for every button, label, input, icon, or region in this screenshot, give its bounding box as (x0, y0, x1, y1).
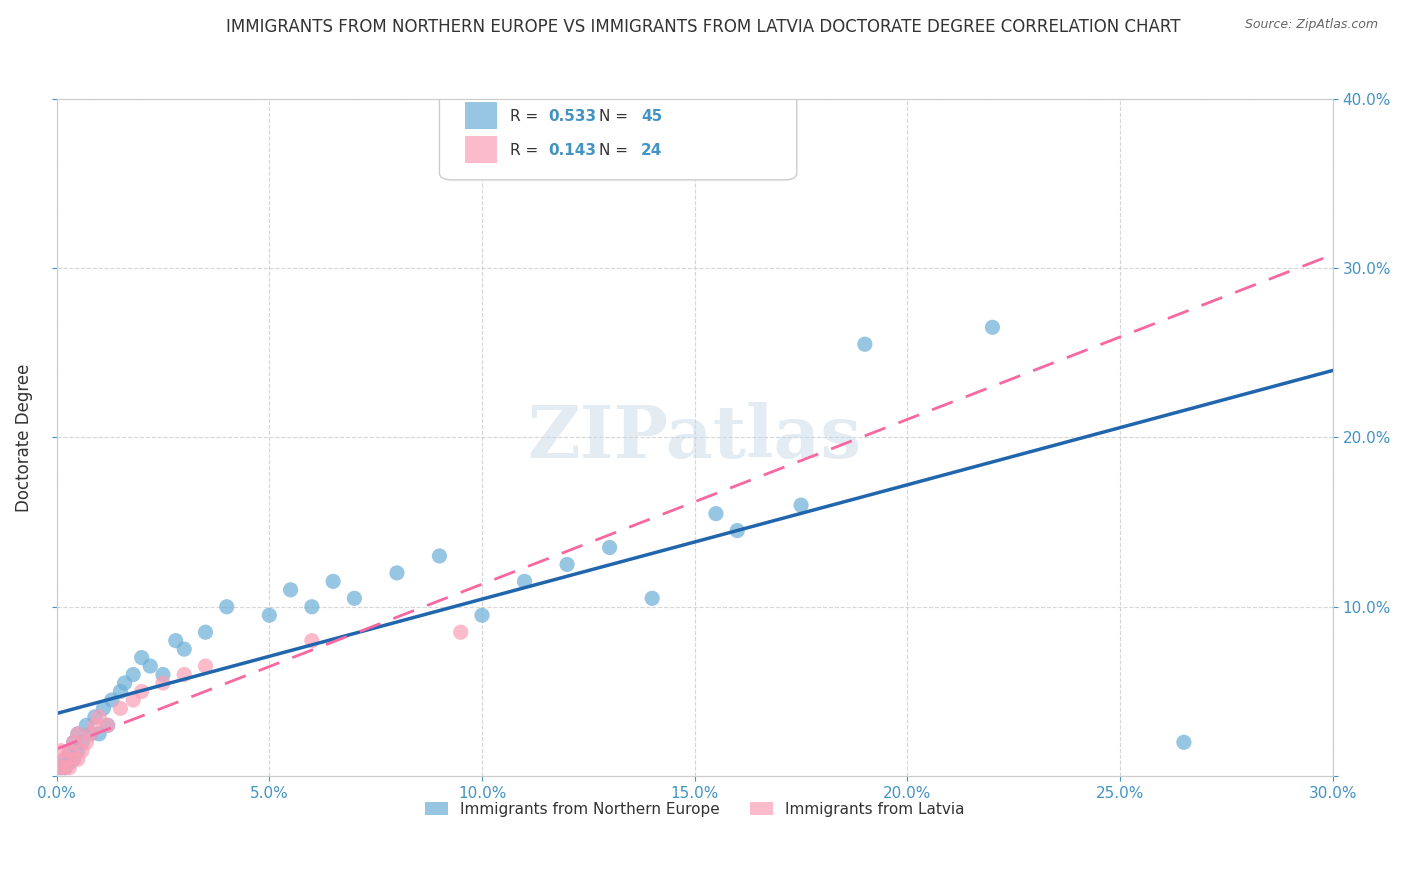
Text: IMMIGRANTS FROM NORTHERN EUROPE VS IMMIGRANTS FROM LATVIA DOCTORATE DEGREE CORRE: IMMIGRANTS FROM NORTHERN EUROPE VS IMMIG… (226, 18, 1180, 36)
Immigrants from Northern Europe (1173, 735, 1195, 749)
Legend: Immigrants from Northern Europe, Immigrants from Latvia: Immigrants from Northern Europe, Immigra… (419, 796, 972, 822)
Immigrants from Northern Europe (641, 591, 664, 606)
Immigrants from Northern Europe (280, 582, 302, 597)
Immigrants from Northern Europe (53, 761, 76, 775)
Immigrants from Northern Europe (131, 650, 153, 665)
Immigrants from Latvia (79, 727, 101, 741)
Immigrants from Northern Europe (66, 744, 89, 758)
Immigrants from Northern Europe (385, 566, 408, 580)
Bar (465, 102, 496, 129)
Text: 45: 45 (641, 110, 662, 124)
Immigrants from Northern Europe (75, 718, 97, 732)
Text: 0.143: 0.143 (548, 144, 596, 158)
Immigrants from Latvia (131, 684, 153, 698)
Immigrants from Latvia (152, 676, 174, 690)
Immigrants from Northern Europe (725, 524, 748, 538)
Immigrants from Latvia (66, 752, 89, 766)
Immigrants from Latvia (66, 727, 89, 741)
Immigrants from Northern Europe (114, 676, 136, 690)
Immigrants from Northern Europe (139, 659, 162, 673)
Immigrants from Latvia (450, 625, 472, 640)
Immigrants from Latvia (62, 735, 84, 749)
Immigrants from Northern Europe (322, 574, 344, 589)
Text: Source: ZipAtlas.com: Source: ZipAtlas.com (1244, 18, 1378, 31)
Immigrants from Northern Europe (429, 549, 451, 563)
Immigrants from Northern Europe (122, 667, 145, 681)
Immigrants from Northern Europe (97, 718, 120, 732)
Text: N =: N = (599, 110, 633, 124)
Immigrants from Northern Europe (79, 727, 101, 741)
Immigrants from Northern Europe (853, 337, 876, 351)
Immigrants from Northern Europe (58, 756, 80, 770)
Immigrants from Northern Europe (93, 701, 115, 715)
Immigrants from Northern Europe (599, 541, 621, 555)
Immigrants from Latvia (75, 735, 97, 749)
Immigrants from Northern Europe (110, 684, 132, 698)
Immigrants from Northern Europe (194, 625, 217, 640)
Immigrants from Northern Europe (83, 710, 105, 724)
Immigrants from Northern Europe (49, 761, 72, 775)
Text: ZIPatlas: ZIPatlas (527, 402, 862, 473)
Immigrants from Northern Europe (513, 574, 536, 589)
Immigrants from Northern Europe (70, 735, 93, 749)
Immigrants from Northern Europe (53, 752, 76, 766)
Text: R =: R = (509, 110, 543, 124)
Immigrants from Latvia (97, 718, 120, 732)
Immigrants from Northern Europe (89, 727, 111, 741)
Immigrants from Northern Europe (259, 608, 281, 623)
Text: 0.533: 0.533 (548, 110, 596, 124)
Text: R =: R = (509, 144, 543, 158)
Immigrants from Northern Europe (471, 608, 494, 623)
Immigrants from Latvia (49, 761, 72, 775)
Immigrants from Latvia (194, 659, 217, 673)
Immigrants from Northern Europe (62, 752, 84, 766)
Immigrants from Latvia (301, 633, 323, 648)
Immigrants from Latvia (49, 744, 72, 758)
Immigrants from Northern Europe (58, 744, 80, 758)
Immigrants from Latvia (89, 710, 111, 724)
Y-axis label: Doctorate Degree: Doctorate Degree (15, 363, 32, 512)
FancyBboxPatch shape (440, 85, 797, 180)
Immigrants from Northern Europe (165, 633, 187, 648)
Immigrants from Latvia (122, 693, 145, 707)
Immigrants from Northern Europe (981, 320, 1004, 334)
Immigrants from Northern Europe (62, 735, 84, 749)
Text: 24: 24 (641, 144, 662, 158)
Immigrants from Northern Europe (101, 693, 124, 707)
Immigrants from Latvia (62, 752, 84, 766)
Immigrants from Latvia (110, 701, 132, 715)
Immigrants from Northern Europe (343, 591, 366, 606)
Immigrants from Latvia (173, 667, 195, 681)
Immigrants from Latvia (70, 744, 93, 758)
Immigrants from Northern Europe (704, 507, 727, 521)
Immigrants from Latvia (58, 744, 80, 758)
Immigrants from Northern Europe (301, 599, 323, 614)
Immigrants from Northern Europe (790, 498, 813, 512)
Bar (465, 136, 496, 163)
Immigrants from Latvia (53, 761, 76, 775)
Immigrants from Northern Europe (555, 558, 578, 572)
Immigrants from Northern Europe (152, 667, 174, 681)
Immigrants from Northern Europe (215, 599, 238, 614)
Immigrants from Northern Europe (66, 727, 89, 741)
Immigrants from Latvia (53, 752, 76, 766)
Immigrants from Northern Europe (173, 642, 195, 657)
Immigrants from Latvia (58, 761, 80, 775)
Text: N =: N = (599, 144, 633, 158)
Immigrants from Latvia (83, 718, 105, 732)
